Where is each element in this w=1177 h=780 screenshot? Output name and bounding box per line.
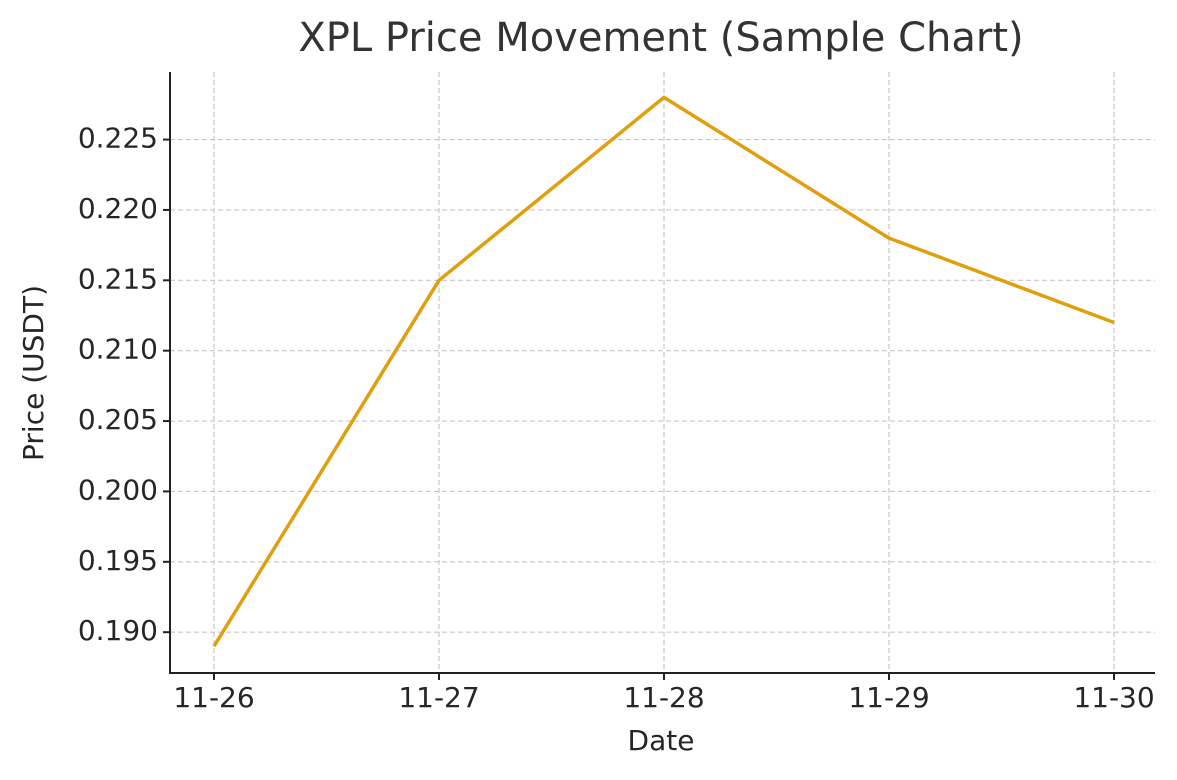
y-tick-label: 0.215: [78, 262, 158, 295]
line-series: [212, 95, 1115, 648]
x-tick-label: 11-30: [1073, 681, 1154, 714]
chart-title: XPL Price Movement (Sample Chart): [298, 15, 1023, 61]
x-tick-label: 11-27: [398, 681, 479, 714]
y-tick-label: 0.195: [78, 544, 158, 577]
y-tick-label: 0.205: [78, 403, 158, 436]
y-tick-label: 0.190: [78, 614, 158, 647]
x-axis-label: Date: [628, 724, 695, 757]
x-tick-label: 11-29: [848, 681, 929, 714]
y-tick-label: 0.210: [78, 333, 158, 366]
y-tick-label: 0.220: [78, 192, 158, 225]
y-axis-label: Price (USDT): [17, 285, 50, 461]
x-tick-label: 11-26: [173, 681, 254, 714]
y-tick-label: 0.200: [78, 473, 158, 506]
y-tick-label: 0.225: [78, 122, 158, 155]
x-tick-label: 11-28: [623, 681, 704, 714]
